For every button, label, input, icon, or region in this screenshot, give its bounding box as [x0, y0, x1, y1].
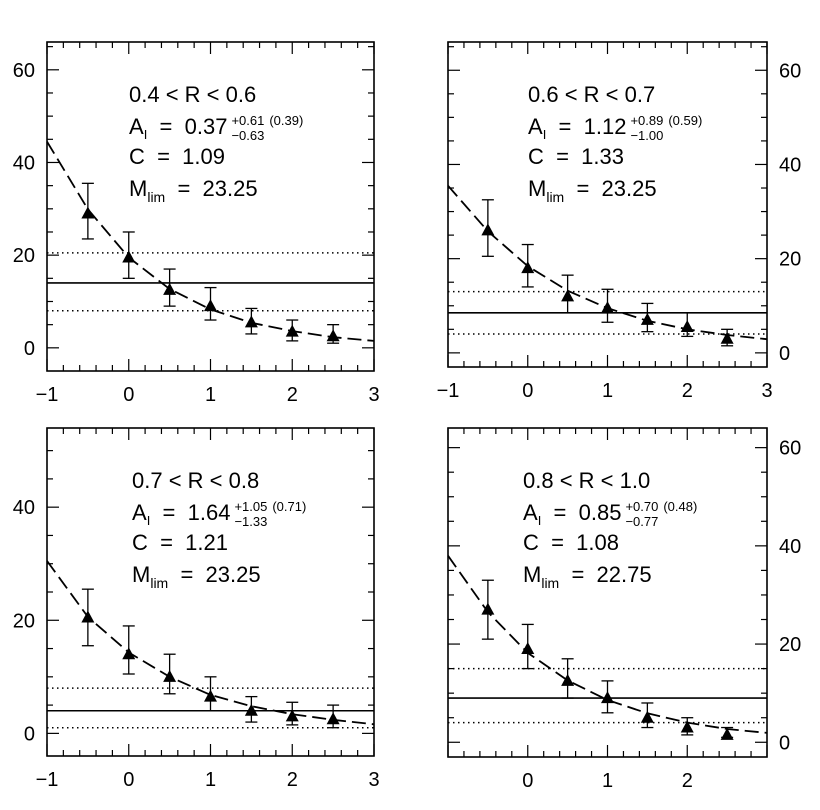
annotation-range: 0.6 < R < 0.7	[528, 82, 655, 107]
annotation-a-err-plus: +0.61	[231, 113, 264, 128]
data-point-triangle	[81, 610, 95, 623]
y-tick-label: 0	[24, 338, 35, 360]
x-tick-label: 1	[205, 384, 216, 406]
y-tick-label: 60	[779, 438, 801, 460]
annotation-a-line: AI = 0.85	[523, 500, 621, 528]
data-point-triangle	[204, 689, 217, 702]
data-point-triangle	[680, 319, 694, 332]
data-point-triangle	[244, 703, 258, 716]
annotation-c-line: C = 1.21	[132, 530, 228, 555]
data-point-triangle	[521, 261, 535, 274]
fit-curve	[46, 560, 375, 726]
x-tick-label: 0	[522, 770, 533, 792]
annotation-a-err-minus: −1.00	[630, 128, 663, 143]
annotation-a-err-sigma: (0.59)	[668, 113, 702, 128]
annotation-range: 0.4 < R < 0.6	[129, 82, 256, 107]
annotation-m-line: Mlim = 23.25	[129, 176, 258, 205]
data-point-triangle	[481, 602, 495, 615]
annotation-c-line: C = 1.33	[528, 144, 624, 169]
y-tick-label: 0	[779, 343, 790, 365]
annotation-m-line: Mlim = 23.25	[132, 562, 261, 591]
x-tick-label: 1	[205, 769, 216, 791]
x-tick-label: 2	[287, 769, 298, 791]
data-point-triangle	[122, 250, 136, 263]
annotation-a-err-minus: −0.63	[231, 128, 264, 143]
data-point-triangle	[81, 206, 95, 219]
panel-3: −1 0 1 2 3 0 20 40 0.7 < R < 0.8 AI = 1.64 +1.05−1…	[13, 427, 380, 791]
x-tick-label: 0	[123, 769, 134, 791]
annotation-a-err-plus: +0.70	[625, 499, 658, 514]
y-tick-label: 20	[13, 245, 35, 267]
annotation-range: 0.8 < R < 1.0	[523, 468, 650, 493]
data-point-triangle	[601, 301, 614, 314]
y-tick-label: 40	[779, 154, 801, 176]
data-point-triangle	[640, 710, 654, 723]
data-point-triangle	[285, 709, 299, 722]
x-tick-label: 3	[761, 380, 772, 402]
annotation-a-line: AI = 1.12	[528, 114, 626, 142]
annotation-a-err-plus: +1.05	[234, 499, 267, 514]
data-point-triangle	[244, 315, 258, 328]
x-tick-label: 3	[368, 384, 379, 406]
y-tick-label: 40	[779, 536, 801, 558]
x-tick-label: −1	[36, 384, 59, 406]
data-point-triangle	[163, 282, 177, 295]
annotation-a-err-minus: −0.77	[625, 514, 658, 529]
annotation-a-err-sigma: (0.71)	[272, 499, 306, 514]
data-point-triangle	[326, 329, 340, 342]
x-tick-label: 2	[682, 380, 693, 402]
annotation-range: 0.7 < R < 0.8	[132, 468, 259, 493]
x-tick-label: 1	[602, 380, 613, 402]
data-point-triangle	[601, 691, 614, 704]
annotation-c-line: C = 1.09	[129, 144, 225, 169]
annotation-m-line: Mlim = 23.25	[528, 176, 657, 205]
y-tick-label: 40	[13, 497, 35, 519]
x-tick-label: 0	[522, 380, 533, 402]
annotation-a-err-plus: +0.89	[630, 113, 663, 128]
data-point-triangle	[204, 299, 217, 312]
data-point-triangle	[521, 641, 535, 654]
data-point-triangle	[122, 647, 136, 660]
x-tick-label: 2	[287, 384, 298, 406]
x-tick-label: 3	[368, 769, 379, 791]
x-tick-label: −1	[437, 380, 460, 402]
data-point-triangle	[163, 669, 177, 682]
panel-1: −1 0 1 2 3 0 20 40 60 0.4 < R < 0.6 AI = 0.37 +0.61…	[13, 41, 380, 406]
annotation-a-err-sigma: (0.48)	[663, 499, 697, 514]
y-tick-label: 60	[779, 60, 801, 82]
y-tick-label: 0	[24, 723, 35, 745]
data-point-triangle	[720, 331, 734, 344]
x-tick-label: 1	[602, 770, 613, 792]
x-tick-label: 2	[682, 770, 693, 792]
data-point-triangle	[326, 712, 340, 725]
fit-curve	[447, 555, 768, 734]
data-point-triangle	[481, 223, 495, 236]
y-tick-label: 20	[779, 634, 801, 656]
data-point-triangle	[285, 324, 299, 337]
annotation-a-line: AI = 0.37	[129, 114, 227, 142]
x-tick-label: 0	[123, 384, 134, 406]
y-tick-label: 20	[13, 610, 35, 632]
data-point-triangle	[561, 673, 575, 686]
y-tick-label: 40	[13, 152, 35, 174]
y-tick-label: 0	[779, 732, 790, 754]
data-point-triangle	[640, 312, 654, 325]
data-point-triangle	[680, 720, 694, 733]
data-point-triangle	[720, 727, 734, 740]
annotation-m-line: Mlim = 22.75	[523, 562, 652, 591]
annotation-a-err-minus: −1.33	[234, 514, 267, 529]
data-point-triangle	[561, 289, 575, 302]
fit-curve	[46, 141, 375, 342]
annotation-c-line: C = 1.08	[523, 530, 619, 555]
x-tick-label: −1	[36, 769, 59, 791]
annotation-a-line: AI = 1.64	[132, 500, 230, 528]
annotation-a-err-sigma: (0.39)	[269, 113, 303, 128]
y-tick-label: 60	[13, 60, 35, 82]
y-tick-label: 20	[779, 249, 801, 271]
